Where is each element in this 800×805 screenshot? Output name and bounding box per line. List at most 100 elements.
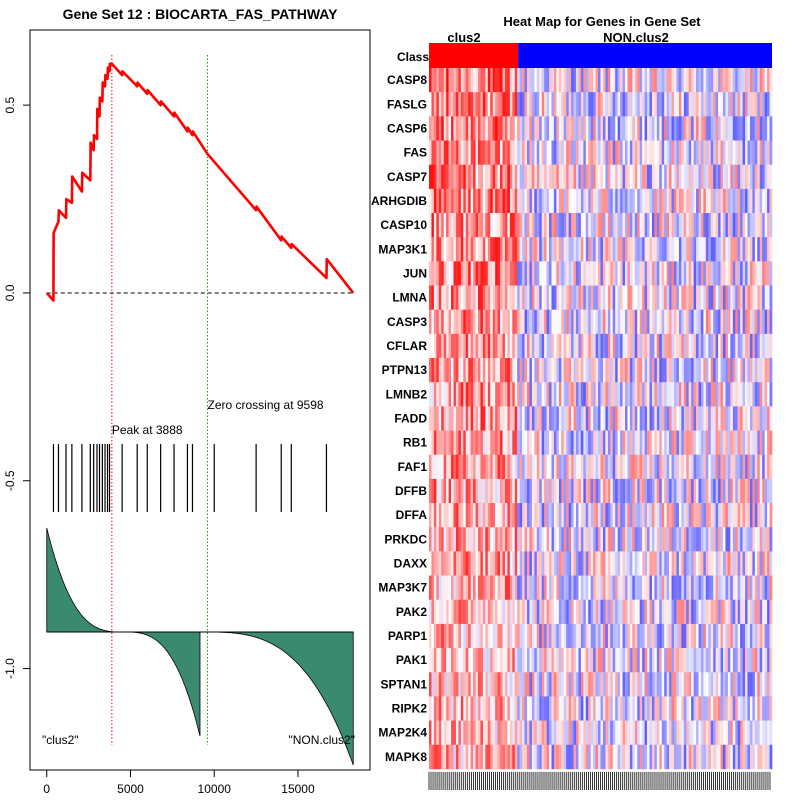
- heatmap-cell: [556, 309, 560, 335]
- heatmap-cell: [757, 140, 761, 165]
- heatmap-cell: [563, 696, 567, 721]
- heatmap-cell: [553, 188, 557, 214]
- heatmap-cell: [524, 430, 528, 456]
- heatmap-cell: [637, 213, 640, 238]
- heatmap-cell: [752, 503, 756, 528]
- heatmap-cell: [637, 188, 640, 214]
- heatmap-cell: [651, 68, 655, 93]
- heatmap-cell: [502, 599, 506, 625]
- heatmap-cell: [473, 551, 476, 576]
- heatmap-cell: [627, 430, 631, 456]
- heatmap-cell: [561, 261, 565, 286]
- heatmap-cell: [649, 164, 653, 190]
- heatmap-cell: [727, 188, 731, 214]
- heatmap-cell: [495, 623, 498, 649]
- heatmap-cell: [458, 575, 462, 601]
- heatmap-cell: [524, 551, 528, 576]
- heatmap-cell: [620, 68, 623, 93]
- heatmap-cell: [647, 213, 650, 238]
- heatmap-cell: [500, 164, 503, 190]
- heatmap-cell: [678, 551, 682, 576]
- heatmap-cell: [514, 188, 518, 214]
- heatmap-cell: [514, 672, 518, 697]
- heatmap-cell: [666, 358, 670, 383]
- heatmap-cell: [595, 744, 599, 770]
- heatmap-cell: [681, 599, 685, 625]
- heatmap-cell: [465, 116, 469, 141]
- heatmap-cell: [681, 406, 685, 431]
- heatmap-cell: [490, 696, 493, 721]
- heatmap-cell: [588, 744, 591, 770]
- heatmap-cell: [568, 68, 572, 93]
- heatmap-cell: [558, 623, 562, 649]
- heatmap-cell: [700, 333, 704, 359]
- heatmap-cell: [625, 430, 628, 456]
- heatmap-cell: [478, 527, 481, 552]
- gene-label: DFFB: [395, 484, 427, 498]
- heatmap-cell: [600, 503, 604, 528]
- heatmap-cell: [602, 527, 606, 552]
- heatmap-cell: [578, 430, 582, 456]
- heatmap-cell: [497, 430, 501, 456]
- heatmap-cell: [588, 503, 591, 528]
- heatmap-cell: [512, 623, 516, 649]
- heatmap-cell: [531, 237, 535, 262]
- heatmap-cell: [607, 309, 611, 335]
- heatmap-cell: [730, 140, 734, 165]
- heatmap-cell: [745, 623, 748, 649]
- heatmap-cell: [759, 503, 763, 528]
- heatmap-cell: [629, 285, 633, 310]
- heatmap-cell: [752, 696, 756, 721]
- heatmap-cell: [698, 333, 702, 359]
- heatmap-cell: [602, 430, 606, 456]
- heatmap-cell: [688, 92, 692, 117]
- heatmap-cell: [649, 454, 653, 480]
- heatmap-cell: [546, 720, 550, 746]
- heatmap-cell: [453, 213, 457, 238]
- heatmap-cell: [727, 261, 731, 286]
- heatmap-cell: [617, 285, 621, 310]
- heatmap-cell: [754, 599, 758, 625]
- heatmap-cell: [490, 358, 493, 383]
- heatmap-cell: [549, 599, 552, 625]
- ranked-list-right-label: "NON.clus2": [288, 733, 355, 747]
- heatmap-cell: [558, 382, 562, 407]
- heatmap-cell: [710, 503, 714, 528]
- heatmap-cell: [691, 478, 694, 504]
- heatmap-cell: [549, 430, 552, 456]
- heatmap-cell: [664, 140, 667, 165]
- heatmap-cell: [713, 188, 716, 214]
- heatmap-cell: [691, 599, 694, 625]
- heatmap-cell: [429, 575, 432, 601]
- heatmap-cell: [558, 406, 562, 431]
- heatmap-cell: [536, 92, 540, 117]
- heatmap-cell: [558, 527, 562, 552]
- heatmap-cell: [659, 672, 663, 697]
- heatmap-cell: [433, 478, 437, 504]
- heatmap-cell: [563, 551, 567, 576]
- heatmap-cell: [527, 164, 530, 190]
- gene-heatmap: Heat Map for Genes in Gene Set clus2 NON…: [371, 14, 773, 790]
- heatmap-cell: [460, 720, 464, 746]
- heatmap-cell: [485, 309, 489, 335]
- heatmap-cell: [656, 213, 660, 238]
- heatmap-cell: [767, 720, 770, 746]
- heatmap-cell: [742, 430, 746, 456]
- heatmap-cell: [757, 188, 761, 214]
- heatmap-cell: [705, 358, 709, 383]
- heatmap-cell: [553, 503, 557, 528]
- heatmap-cell: [556, 333, 560, 359]
- heatmap-cell: [767, 333, 770, 359]
- heatmap-cell: [681, 358, 685, 383]
- heatmap-cell: [578, 358, 582, 383]
- heatmap-cell: [754, 285, 758, 310]
- heatmap-cell: [757, 430, 761, 456]
- heatmap-cell: [468, 551, 471, 576]
- heatmap-cell: [757, 116, 761, 141]
- heatmap-cell: [681, 116, 685, 141]
- heatmap-cell: [465, 648, 469, 673]
- heatmap-cell: [441, 116, 444, 141]
- heatmap-cell: [465, 551, 469, 576]
- heatmap-cell: [754, 623, 758, 649]
- heatmap-cell: [632, 599, 636, 625]
